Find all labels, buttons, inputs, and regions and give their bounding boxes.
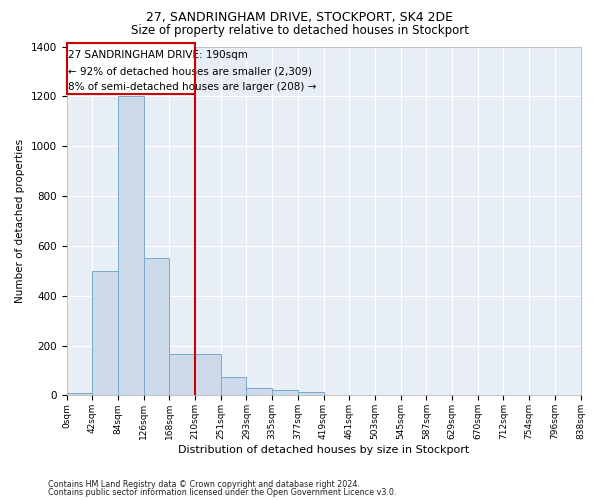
Text: 27 SANDRINGHAM DRIVE: 190sqm: 27 SANDRINGHAM DRIVE: 190sqm [68,50,248,60]
Bar [92,271,118,396]
Text: 27, SANDRINGHAM DRIVE, STOCKPORT, SK4 2DE: 27, SANDRINGHAM DRIVE, STOCKPORT, SK4 2D… [146,11,454,24]
Bar [67,394,92,396]
Bar [195,354,221,396]
Bar [247,388,272,396]
Text: 8% of semi-detached houses are larger (208) →: 8% of semi-detached houses are larger (2… [68,82,317,92]
Text: Contains public sector information licensed under the Open Government Licence v3: Contains public sector information licen… [48,488,397,497]
Bar [272,390,298,396]
Bar [143,258,169,396]
Bar [169,354,195,396]
Bar [298,392,323,396]
Text: Contains HM Land Registry data © Crown copyright and database right 2024.: Contains HM Land Registry data © Crown c… [48,480,360,489]
Bar [118,96,143,396]
Y-axis label: Number of detached properties: Number of detached properties [15,139,25,303]
Bar [221,376,247,396]
Text: ← 92% of detached houses are smaller (2,309): ← 92% of detached houses are smaller (2,… [68,66,313,76]
X-axis label: Distribution of detached houses by size in Stockport: Distribution of detached houses by size … [178,445,469,455]
Bar [67,43,195,94]
Text: Size of property relative to detached houses in Stockport: Size of property relative to detached ho… [131,24,469,37]
